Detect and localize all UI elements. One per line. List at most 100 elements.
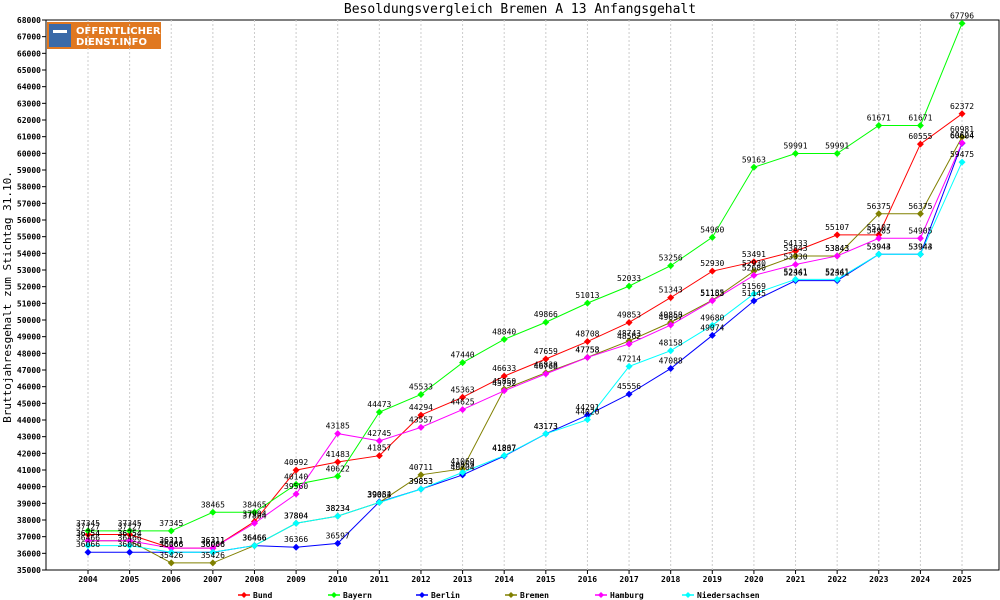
point-hamburg <box>833 252 841 260</box>
data-label-hamburg: 45752 <box>492 379 516 388</box>
series-line-bund <box>88 113 963 549</box>
point-bayern <box>250 508 258 516</box>
point-bayern <box>459 359 467 367</box>
point-bayern <box>792 149 800 157</box>
data-label-bund: 41483 <box>326 450 350 459</box>
x-tick-label: 2013 <box>453 575 472 584</box>
y-tick-label: 37000 <box>17 533 41 542</box>
legend-marker-hamburg <box>598 592 604 598</box>
series-line-niedersachsen <box>88 161 963 553</box>
x-tick-label: 2006 <box>162 575 181 584</box>
point-niedersachsen <box>84 542 92 550</box>
grid <box>87 20 963 570</box>
point-bremen <box>916 210 924 218</box>
point-niedersachsen <box>583 416 591 424</box>
data-label-niedersachsen: 53943 <box>908 242 932 251</box>
point-bremen <box>875 210 883 218</box>
point-bund <box>958 110 966 118</box>
logo-line1: OFFENTLICHER <box>76 26 161 37</box>
point-bund <box>500 372 508 380</box>
point-bayern <box>708 233 716 241</box>
data-label-bremen: 56375 <box>867 202 891 211</box>
data-label-berlin: 36597 <box>326 531 350 540</box>
y-tick-label: 67000 <box>17 33 41 42</box>
point-bund <box>126 531 134 539</box>
data-label-berlin: 36066 <box>201 540 225 549</box>
point-bund <box>84 531 92 539</box>
point-bund <box>417 411 425 419</box>
y-tick-label: 58000 <box>17 183 41 192</box>
data-label-hamburg: 37804 <box>242 511 266 520</box>
y-tick-label: 60000 <box>17 149 41 158</box>
data-label-niedersachsen: 52441 <box>825 267 849 276</box>
y-tick-label: 59000 <box>17 166 41 175</box>
x-tick-label: 2021 <box>786 575 805 584</box>
point-bayern <box>667 262 675 270</box>
data-label-bremen: 51185 <box>700 288 724 297</box>
data-label-bund: 46633 <box>492 364 516 373</box>
data-label-berlin: 41837 <box>492 444 516 453</box>
data-label-hamburg: 54905 <box>867 226 891 235</box>
data-label-bayern: 61671 <box>867 113 891 122</box>
x-axis: 2004 2005 2006 2007 2008 2009 2010 2011 2012 2013… <box>78 570 972 584</box>
legend-label-hamburg: Hamburg <box>610 591 644 600</box>
data-label-bremen: 35426 <box>201 551 225 560</box>
data-label-hamburg: 36754 <box>118 529 142 538</box>
data-label-bayern: 61671 <box>908 113 932 122</box>
data-label-bund: 37904 <box>242 510 266 519</box>
data-label-bund: 47659 <box>534 347 558 356</box>
data-label-berlin: 52361 <box>825 269 849 278</box>
point-niedersachsen <box>875 250 883 258</box>
data-label-hamburg: 53843 <box>825 244 849 253</box>
point-bund <box>375 452 383 460</box>
data-label-berlin: 36066 <box>159 540 183 549</box>
point-niedersachsen <box>500 452 508 460</box>
x-tick-label: 2024 <box>911 575 930 584</box>
point-bayern <box>875 121 883 129</box>
y-tick-label: 50000 <box>17 316 41 325</box>
point-hamburg <box>542 370 550 378</box>
data-label-berlin: 49074 <box>700 323 724 332</box>
y-tick-label: 54000 <box>17 249 41 258</box>
point-berlin <box>667 365 675 373</box>
data-label-hamburg: 53330 <box>783 253 807 262</box>
data-label-bund: 55107 <box>867 223 891 232</box>
data-label-berlin: 45556 <box>617 382 641 391</box>
data-label-bayern: 38465 <box>201 500 225 509</box>
point-hamburg <box>126 537 134 545</box>
point-niedersachsen <box>542 430 550 438</box>
x-tick-label: 2011 <box>370 575 389 584</box>
data-label-bayern: 67796 <box>950 11 974 20</box>
point-bayern <box>500 335 508 343</box>
legend-label-niedersachsen: Niedersachsen <box>697 590 760 600</box>
point-hamburg <box>958 139 966 147</box>
y-tick-label: 66000 <box>17 49 41 58</box>
data-label-berlin: 36466 <box>242 534 266 543</box>
y-axis: 35000 36000 37000 38000 39000 40000 41000 42000… <box>17 16 46 575</box>
point-bund <box>750 258 758 266</box>
logo: OFFENTLICHER DIENST.INFO <box>47 22 161 49</box>
data-label-berlin: 36366 <box>284 535 308 544</box>
y-tick-label: 65000 <box>17 66 41 75</box>
data-label-niedersachsen: 36466 <box>118 534 142 543</box>
point-bund <box>792 247 800 255</box>
data-label-niedersachsen: 48158 <box>659 339 683 348</box>
point-bund <box>708 267 716 275</box>
series-group <box>84 19 966 567</box>
y-tick-label: 57000 <box>17 199 41 208</box>
y-tick-label: 40000 <box>17 483 41 492</box>
data-label-bayern: 47440 <box>451 351 475 360</box>
point-hamburg <box>792 261 800 268</box>
point-bayern <box>84 527 92 535</box>
x-tick-label: 2016 <box>578 575 597 584</box>
data-label-bayern: 51013 <box>575 291 599 300</box>
point-niedersachsen <box>958 158 966 166</box>
data-label-niedersachsen: 36466 <box>242 534 266 543</box>
plot-frame <box>45 19 1000 571</box>
data-label-bremen: 60981 <box>950 125 974 134</box>
point-niedersachsen <box>334 512 342 520</box>
legend-label-berlin: Berlin <box>431 590 460 600</box>
data-label-hamburg: 36754 <box>76 529 100 538</box>
legend-marker-bund <box>241 592 247 598</box>
data-label-hamburg: 43185 <box>326 422 350 431</box>
